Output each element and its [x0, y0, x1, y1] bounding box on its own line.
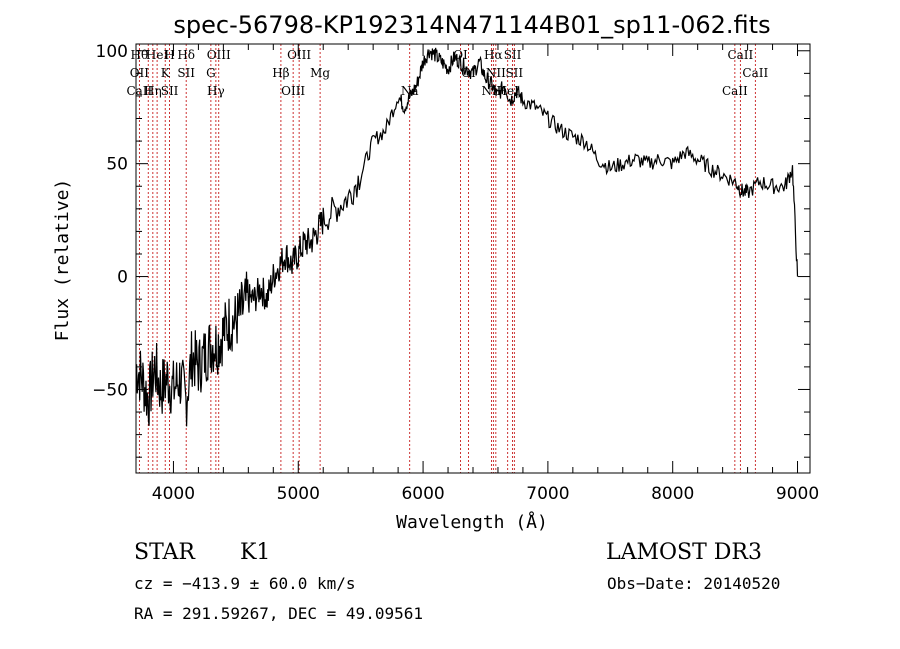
line-marker-label: OIII — [281, 84, 305, 98]
object-subclass: K1 — [240, 540, 271, 565]
x-tick-label: 8000 — [651, 484, 694, 504]
axis-ticks: 4000 5000 6000 7000 8000 9000 −50 0 50 100 — [92, 42, 819, 504]
line-marker-label: CaII — [126, 84, 152, 98]
line-marker-label: HeI — [146, 48, 169, 62]
line-marker-label: SII — [161, 84, 179, 98]
survey-name: LAMOST DR3 — [606, 540, 762, 565]
chart-title: spec-56798-KP192314N471144B01_sp11-062.f… — [173, 11, 770, 39]
y-axis-label: Flux (relative) — [52, 179, 73, 342]
line-marker-label: H — [164, 48, 174, 62]
line-marker-label: K — [161, 66, 171, 80]
spectrum-chart: spec-56798-KP192314N471144B01_sp11-062.f… — [52, 11, 819, 533]
line-marker-label: SII — [177, 66, 195, 80]
line-marker-label: SII — [504, 48, 522, 62]
x-tick-label: 7000 — [526, 484, 569, 504]
y-tick-label: 50 — [106, 155, 128, 175]
plot-frame — [135, 43, 811, 474]
x-tick-label: 5000 — [277, 484, 320, 504]
line-marker-label: CaII — [742, 66, 768, 80]
redshift-readout: cz = −413.9 ± 60.0 km/s — [134, 574, 356, 593]
x-tick-label: 9000 — [776, 484, 819, 504]
object-class: STAR — [134, 540, 195, 565]
line-marker-label: OIII — [207, 48, 231, 62]
line-marker-label: CaII — [727, 48, 753, 62]
line-marker-label: Hθ — [131, 48, 149, 62]
x-axis-label: Wavelength (Å) — [396, 511, 548, 533]
line-marker-label: Hδ — [177, 48, 195, 62]
spectrum-line — [135, 47, 799, 427]
coordinates: RA = 291.59267, DEC = 49.09561 — [134, 604, 423, 623]
line-marker-label: Hβ — [272, 66, 289, 80]
x-tick-label: 6000 — [401, 484, 444, 504]
obs-date: Obs−Date: 20140520 — [607, 574, 781, 593]
line-marker-label: NII — [486, 66, 506, 80]
x-tick-label: 4000 — [152, 484, 195, 504]
line-marker-label: Hα — [484, 48, 503, 62]
line-marker-label: OIII — [287, 48, 311, 62]
y-tick-label: 100 — [96, 42, 128, 62]
line-marker-label: CaII — [722, 84, 748, 98]
line-marker-label: Hη — [144, 84, 162, 98]
line-marker-label: SII — [505, 66, 523, 80]
y-tick-label: 0 — [117, 268, 128, 288]
line-marker-label: Hγ — [207, 84, 225, 98]
line-marker-label: G — [206, 66, 216, 80]
line-marker-label: Mg — [310, 66, 330, 80]
y-tick-label: −50 — [92, 380, 128, 400]
line-markers — [138, 44, 756, 473]
